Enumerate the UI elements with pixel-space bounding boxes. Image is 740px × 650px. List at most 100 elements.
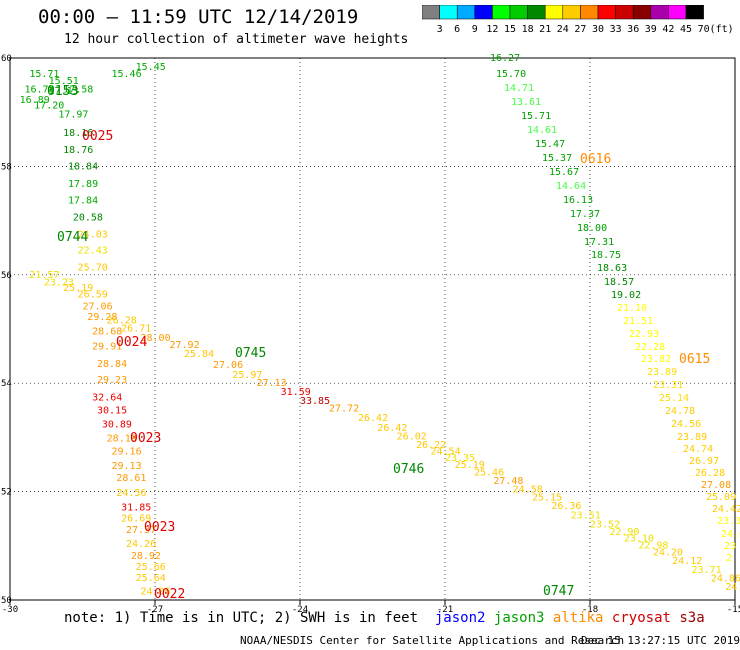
swh-value: 23.51 [571, 511, 601, 522]
swh-value: 25.19 [455, 460, 485, 471]
swh-value: 24.87 [725, 582, 740, 593]
swh-value: 15.46 [112, 69, 142, 80]
swh-value: 15.67 [549, 167, 579, 178]
swh-value: 16.78 [25, 85, 55, 96]
swh-value: 23.89 [677, 432, 707, 443]
lon-tick-label: -27 [147, 605, 163, 615]
swh-value: 24.58 [513, 485, 543, 496]
lat-tick-label: 50 [1, 596, 12, 606]
swh-value: 26.42 [358, 413, 388, 424]
time-label: 0025 [82, 129, 113, 144]
swh-value: 13.61 [511, 97, 541, 108]
swh-value: 27.37 [126, 525, 156, 536]
time-label: 0023 [130, 431, 161, 446]
swh-value: 25.97 [232, 370, 262, 381]
swh-value: 25.70 [78, 262, 108, 273]
swh-value: 23.31 [653, 380, 683, 391]
time-label: 0745 [235, 346, 266, 361]
swh-value: 28.00 [141, 333, 171, 344]
legend-label: 24 [557, 24, 569, 35]
swh-value: 31.59 [281, 387, 311, 398]
time-label: 0746 [393, 462, 424, 477]
swh-value: 27.08 [701, 480, 731, 491]
swh-value: 15.70 [496, 69, 526, 80]
swh-value: 18.84 [68, 162, 98, 173]
swh-value: 26.28 [107, 316, 137, 327]
legend-jason3: jason3 [493, 610, 545, 626]
lat-tick-label: 60 [1, 54, 12, 64]
swh-value: 14.64 [556, 181, 586, 192]
swh-value: 23.10 [624, 533, 654, 544]
legend-label: 3 [437, 24, 443, 35]
legend-altika: altika [552, 610, 604, 626]
swh-value: 26.69 [121, 513, 151, 524]
swh-value: 17.37 [570, 209, 600, 220]
swh-value: 22.43 [78, 246, 108, 257]
swh-value: 17.31 [584, 237, 614, 248]
legend-label: 9 [472, 24, 478, 35]
swh-value: 25.46 [474, 467, 504, 478]
swh-value: 29.23 [97, 375, 127, 386]
swh-value: 25.64 [136, 573, 166, 584]
swh-value: 23.71 [692, 565, 722, 576]
swh-value: 2 [726, 553, 732, 564]
time-label: 0615 [679, 352, 710, 367]
swh-value: 14.71 [504, 83, 534, 94]
swh-value: 17.58 [63, 85, 93, 96]
swh-value: 32.64 [92, 393, 122, 404]
swh-value: 24.12 [672, 556, 702, 567]
legend-swatch [685, 5, 704, 20]
swh-value: 23.35 [445, 453, 475, 464]
swh-value: 21.51 [623, 316, 653, 327]
legend-jason2: jason2 [434, 610, 486, 626]
timestamp-text: Dec 15 13:27:15 UTC 2019 [581, 634, 740, 647]
swh-value: 15.51 [49, 76, 79, 87]
lon-tick-label: -21 [437, 605, 453, 615]
swh-value: 24.54 [431, 447, 461, 458]
swh-value: 28.84 [97, 359, 127, 370]
swh-value: 17.84 [68, 195, 98, 206]
time-label: 0023 [144, 520, 175, 535]
legend-s3a: s3a [679, 610, 705, 626]
time-label: 0747 [543, 584, 574, 599]
lat-tick-label: 58 [1, 162, 12, 172]
time-label: 0153 [47, 84, 78, 99]
swh-value: 30.89 [102, 420, 132, 431]
swh-value: 26.02 [397, 432, 427, 443]
swh-value: 28.68 [92, 326, 122, 337]
swh-value: 24.56 [671, 419, 701, 430]
time-label: 0022 [154, 587, 185, 602]
swh-value: 24.20 [653, 548, 683, 559]
map-frame [9, 57, 736, 601]
swh-value: 22.90 [609, 527, 639, 538]
swh-value: 33.85 [300, 396, 330, 407]
swh-value: 15.71 [29, 69, 59, 80]
swh-value: 18.63 [597, 263, 627, 274]
swh-value: 29.28 [87, 312, 117, 323]
swh-value: 21.10 [617, 303, 647, 314]
swh-value: 15.37 [542, 153, 572, 164]
swh-value: 24.74 [683, 444, 713, 455]
lat-tick-label: 52 [1, 488, 12, 498]
swh-value: 23.3 [717, 516, 740, 527]
swh-value: 30.15 [97, 406, 127, 417]
legend-label: 27 [574, 24, 586, 35]
swh-value: 21.57 [29, 270, 59, 281]
legend-label: 70 [698, 24, 710, 35]
swh-value: 24.56 [116, 488, 146, 499]
lat-tick-label: 56 [1, 271, 12, 281]
legend-label: 39 [645, 24, 657, 35]
legend-unit: (ft) [710, 24, 732, 35]
lon-tick-label: -30 [2, 605, 18, 615]
legend-label: 30 [592, 24, 604, 35]
swh-value: 23.23 [44, 278, 74, 289]
swh-value: 22.98 [638, 541, 668, 552]
swh-value: 27.06 [213, 360, 243, 371]
swh-value: 26.71 [121, 324, 151, 335]
swh-value: 27.13 [257, 378, 287, 389]
swh-value: 24.03 [78, 229, 108, 240]
note-text: note: 1) Time is in UTC; 2) SWH is in fe… [64, 610, 419, 626]
swh-value: 19.02 [611, 290, 641, 301]
lat-tick-label: 54 [1, 379, 12, 389]
swh-value: 28.61 [116, 473, 146, 484]
